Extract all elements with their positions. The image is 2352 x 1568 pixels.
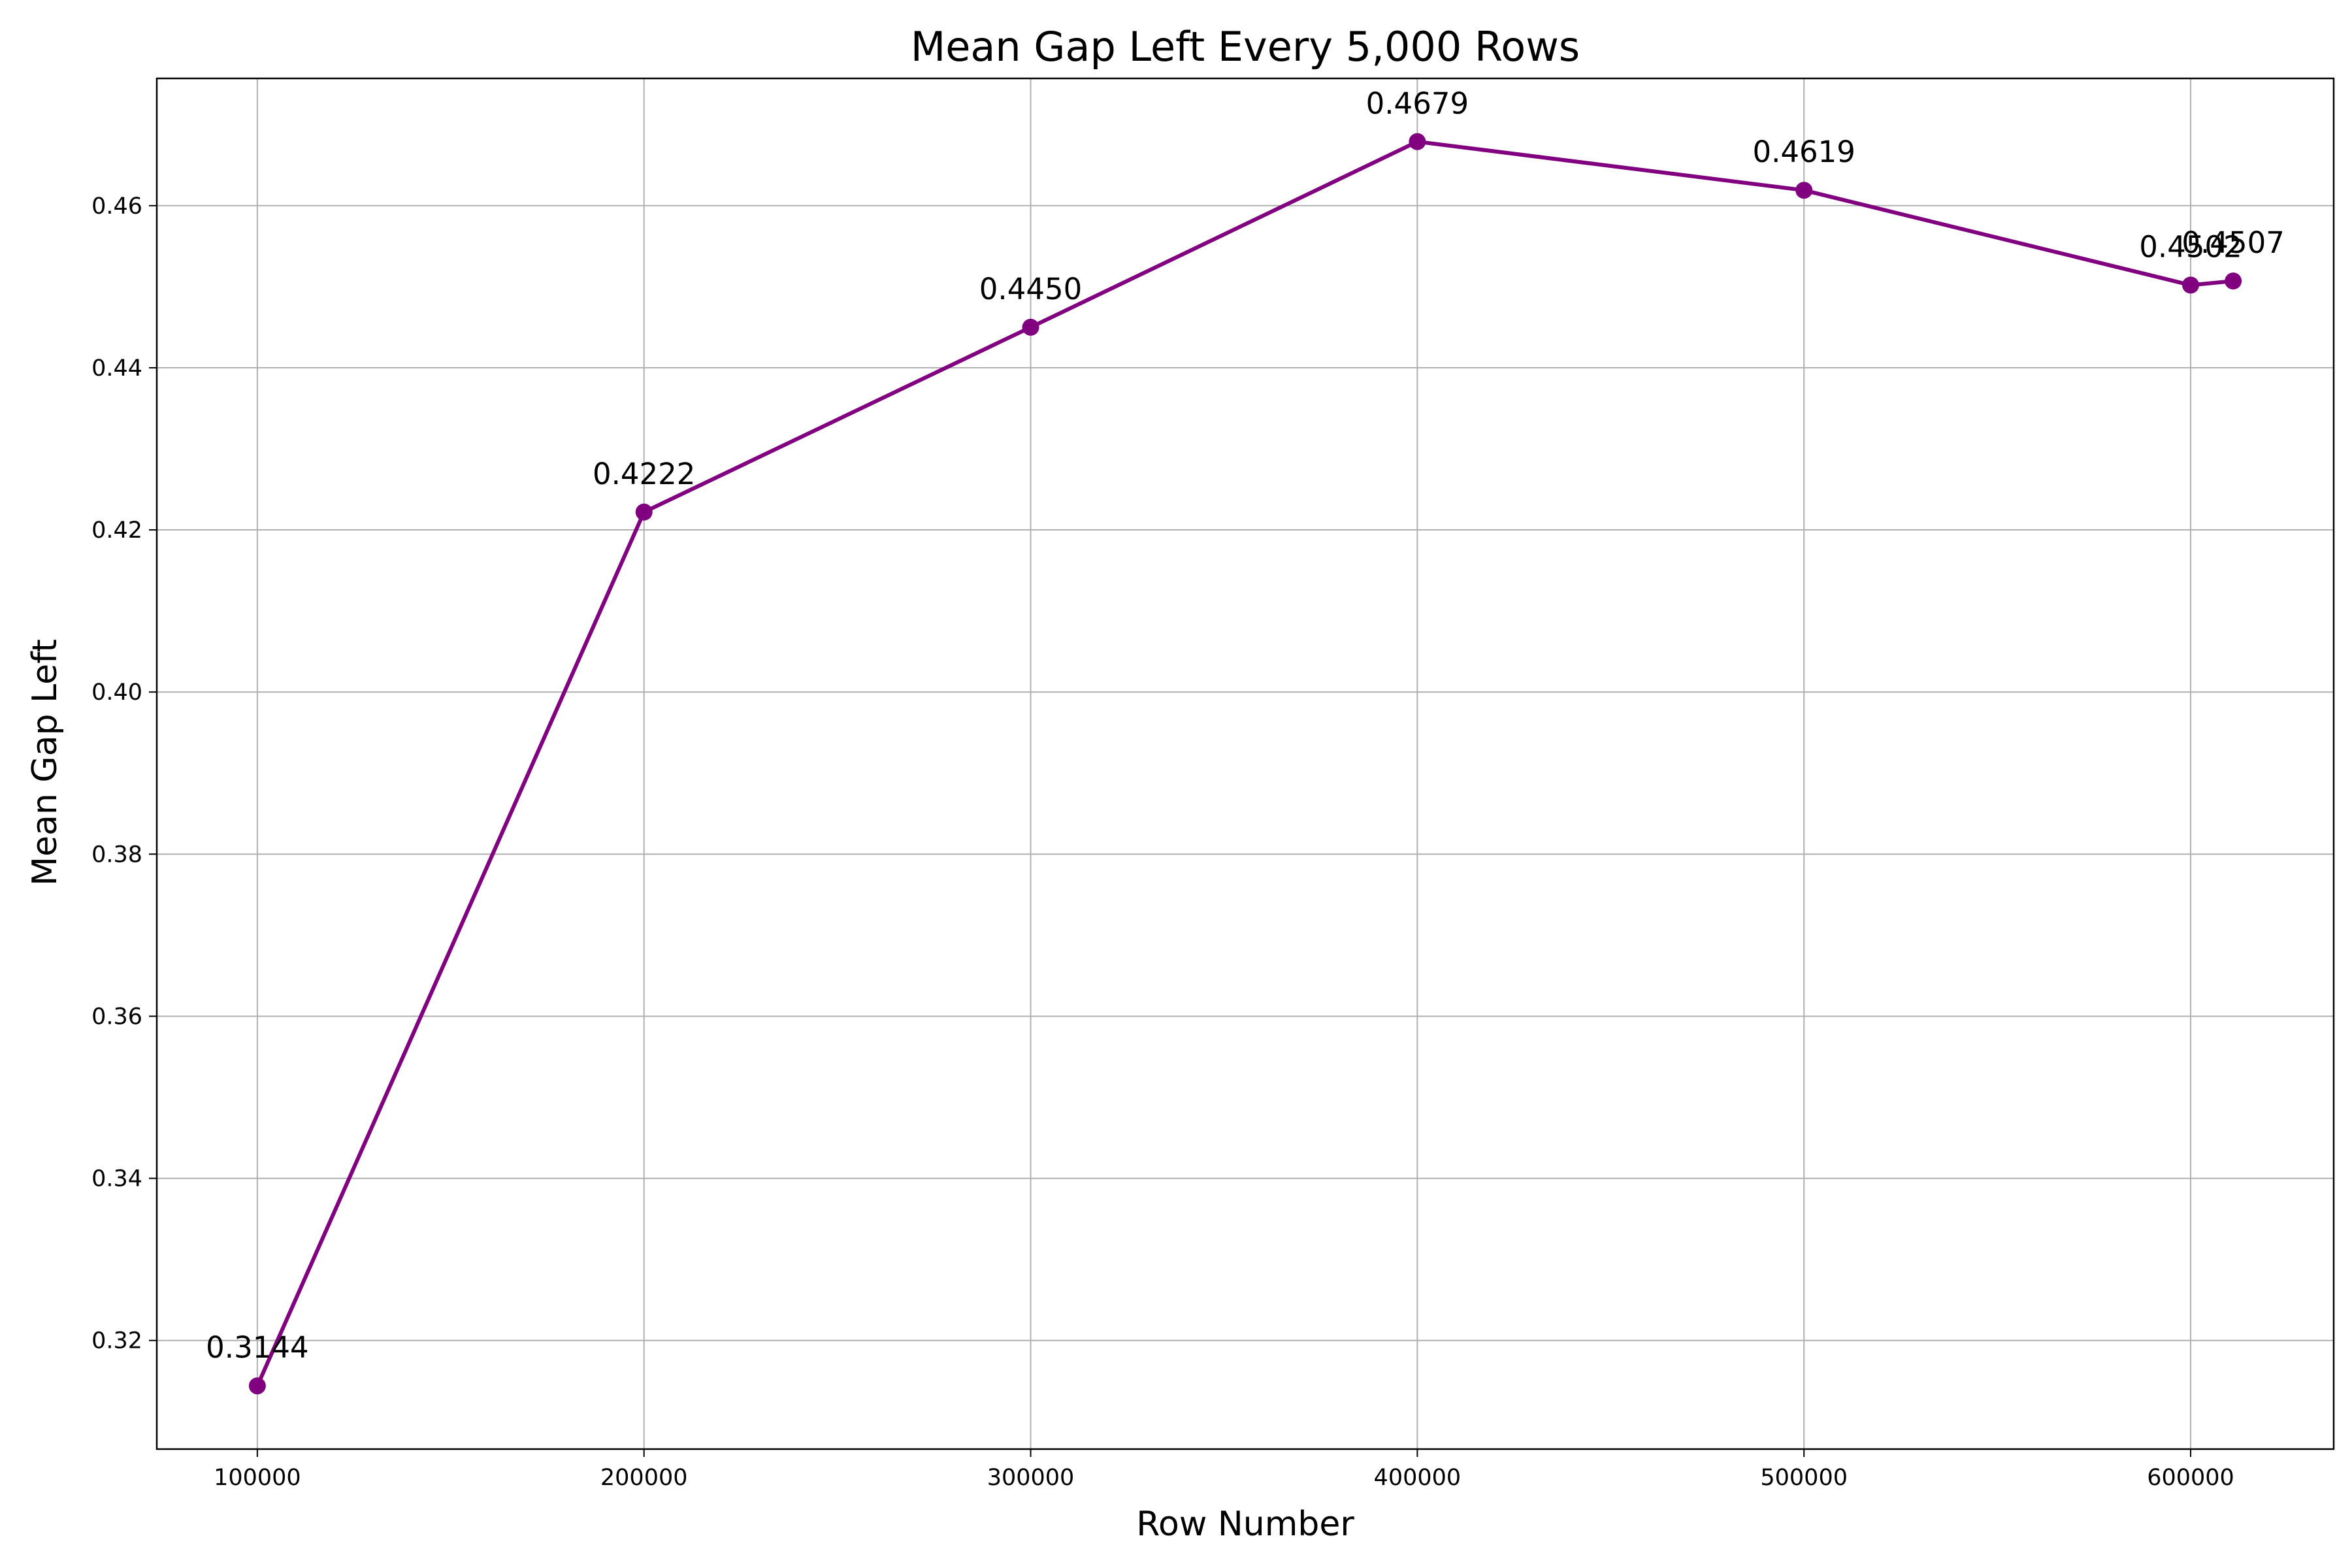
series-line: [255, 139, 2234, 1387]
y-tick-label: 0.44: [91, 355, 142, 382]
x-tick-label: 200000: [600, 1465, 688, 1491]
x-tick-label: 400000: [1374, 1465, 1462, 1491]
data-point: [1795, 182, 1813, 199]
y-axis-label: Mean Gap Left: [25, 639, 65, 886]
data-point: [635, 503, 653, 521]
data-point: [1409, 133, 1426, 150]
data-label: 0.4679: [1366, 86, 1469, 121]
grid-lines: [157, 78, 2334, 1449]
x-axis-label: Row Number: [1136, 1505, 1354, 1544]
data-label: 0.4450: [979, 272, 1082, 306]
axis-ticks: 100000 200000 300000 400000 500000 600000 0.32…: [91, 193, 2234, 1491]
data-label: 0.4619: [1752, 135, 1855, 169]
x-tick-label: 300000: [987, 1465, 1075, 1491]
data-point: [1022, 318, 1039, 336]
data-label: 0.4222: [593, 457, 695, 491]
data-point: [248, 1377, 266, 1395]
data-point: [2182, 276, 2200, 294]
chart-title: Mean Gap Left Every 5,000 Rows: [911, 23, 1580, 71]
data-label: 0.4507: [2181, 225, 2284, 260]
y-tick-label: 0.46: [91, 193, 142, 220]
y-tick-label: 0.42: [91, 517, 142, 544]
x-tick-label: 600000: [2147, 1465, 2234, 1491]
y-tick-label: 0.34: [91, 1166, 142, 1192]
x-tick-label: 500000: [1760, 1465, 1848, 1491]
y-tick-label: 0.40: [91, 679, 142, 706]
x-tick-label: 100000: [214, 1465, 301, 1491]
data-label: 0.4502: [2139, 229, 2242, 264]
data-point: [2225, 272, 2242, 290]
data-label: 0.3144: [206, 1330, 308, 1365]
y-tick-label: 0.38: [91, 841, 142, 868]
y-tick-label: 0.36: [91, 1004, 142, 1030]
y-tick-label: 0.32: [91, 1328, 142, 1354]
plot-frame: [155, 77, 2335, 1450]
data-series: 0.3144 0.4222 0.4450 0.4679 0.4619 0.45020.45…: [206, 86, 2285, 1395]
